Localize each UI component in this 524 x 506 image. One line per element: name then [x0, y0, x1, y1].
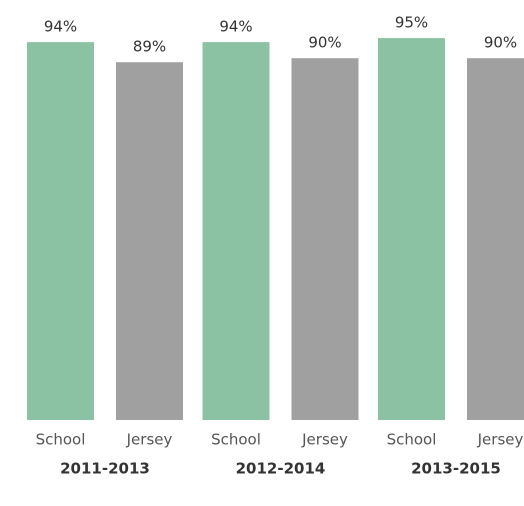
value-label: 94% — [219, 18, 252, 36]
group-label: 2012-2014 — [236, 460, 326, 478]
group-label: 2013-2015 — [411, 460, 501, 478]
value-label: 95% — [395, 14, 428, 32]
bar-label: School — [387, 431, 437, 449]
bar-label: Jersey — [301, 431, 348, 449]
group-label: 2011-2013 — [60, 460, 150, 478]
bar — [116, 62, 183, 420]
value-label: 94% — [44, 18, 77, 36]
bar-label: School — [36, 431, 86, 449]
bar — [27, 42, 94, 421]
value-label: 90% — [308, 34, 341, 52]
value-label: 89% — [133, 38, 166, 56]
bar-label: Jersey — [126, 431, 173, 449]
bar-label: Jersey — [477, 431, 524, 449]
bar — [202, 42, 270, 421]
value-label: 90% — [484, 34, 517, 52]
bar — [378, 38, 445, 420]
bar — [467, 58, 524, 420]
bar-label: School — [211, 431, 261, 449]
bar — [291, 58, 359, 420]
